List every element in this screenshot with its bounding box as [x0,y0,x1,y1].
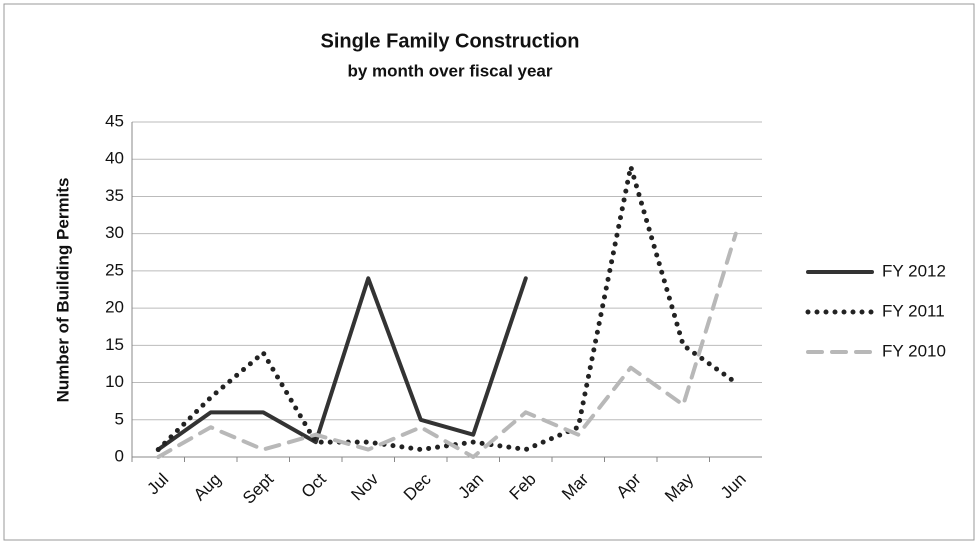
legend-label: FY 2012 [882,261,946,280]
y-tick-label: 5 [115,409,124,428]
y-tick-label: 20 [105,298,124,317]
legend-label: FY 2010 [882,341,946,360]
chart-subtitle: by month over fiscal year [347,61,552,80]
y-axis-label: Number of Building Permits [53,178,72,403]
y-tick-label: 10 [105,372,124,391]
line-series [156,231,738,459]
y-tick-label: 15 [105,335,124,354]
y-tick-label: 30 [105,223,124,242]
y-tick-label: 35 [105,186,124,205]
line-series [155,164,739,453]
y-tick-label: 45 [105,111,124,130]
y-tick-label: 0 [115,446,124,465]
y-tick-label: 25 [105,260,124,279]
line-series [156,276,528,452]
legend-label: FY 2011 [882,301,945,320]
y-tick-label: 40 [105,149,124,168]
chart-title: Single Family Construction [321,30,580,52]
